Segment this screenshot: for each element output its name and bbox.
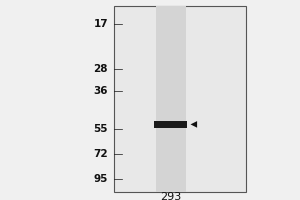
Text: 55: 55: [94, 124, 108, 134]
Text: 28: 28: [94, 64, 108, 74]
Bar: [114, 6, 246, 192]
Text: 17: 17: [93, 19, 108, 29]
Text: 72: 72: [93, 149, 108, 159]
Bar: [156, 6, 186, 192]
Text: 95: 95: [94, 174, 108, 184]
Text: 293: 293: [160, 192, 182, 200]
Bar: [154, 121, 188, 128]
Text: 36: 36: [94, 86, 108, 96]
Polygon shape: [190, 121, 197, 128]
